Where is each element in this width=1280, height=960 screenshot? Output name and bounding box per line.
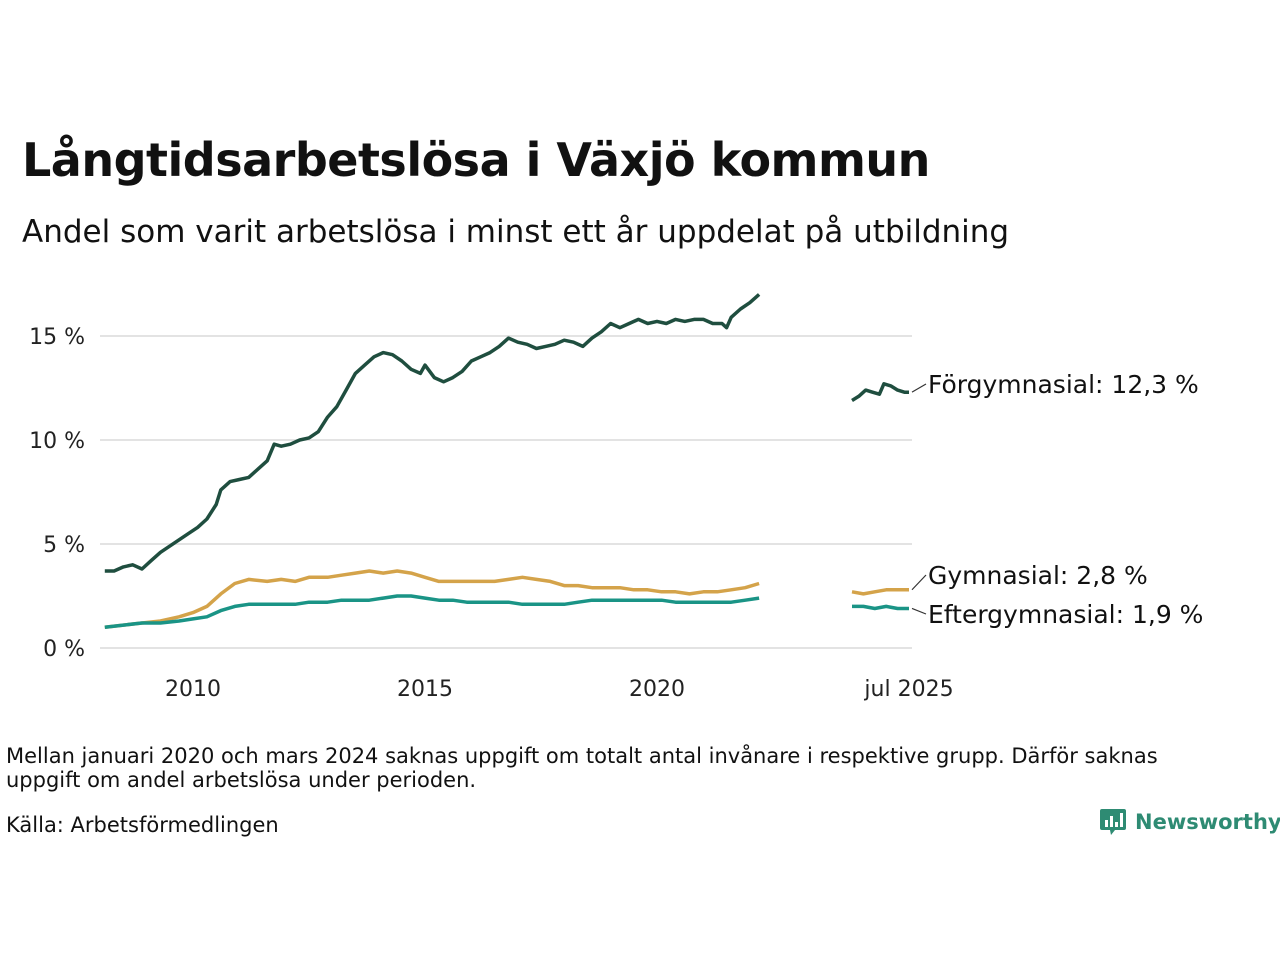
label-connector: [911, 574, 927, 591]
series-labels: Förgymnasial: 12,3 % Gymnasial: 2,8 % Efte…: [911, 370, 1203, 629]
brand-name: Newsworthy: [1135, 810, 1280, 834]
y-tick-label: 15 %: [29, 325, 85, 350]
y-tick-label: 0 %: [43, 637, 85, 662]
label-connector: [911, 607, 927, 615]
series-line-recent-eftergymnasial: [852, 604, 909, 611]
y-axis: 0 % 5 % 10 % 15 %: [29, 325, 85, 662]
y-tick-label: 10 %: [29, 429, 85, 454]
series-line-recent-gymnasial: [851, 588, 909, 596]
chart-subtitle: Andel som varit arbetslösa i minst ett å…: [22, 214, 1010, 250]
x-axis: 2010 2015 2020 jul 2025: [165, 677, 954, 702]
label-connector: [911, 383, 927, 393]
series-line-förgymnasial: [104, 293, 761, 573]
chart-title: Långtidsarbetslösa i Växjö kommun: [22, 133, 930, 187]
series-label-gymnasial: Gymnasial: 2,8 %: [928, 561, 1148, 590]
source-note: Källa: Arbetsförmedlingen: [6, 813, 279, 837]
x-tick-label: 2010: [165, 677, 221, 702]
x-tick-label: 2020: [629, 677, 685, 702]
grid-lines: [100, 335, 912, 649]
series-line-gymnasial: [104, 569, 760, 629]
y-tick-label: 5 %: [43, 533, 85, 558]
x-tick-label-recent: jul 2025: [863, 677, 953, 702]
series-label-förgymnasial: Förgymnasial: 12,3 %: [928, 370, 1199, 399]
x-tick-label: 2015: [397, 677, 453, 702]
bar-chart-icon: [1100, 809, 1126, 835]
series-line-recent-förgymnasial: [851, 382, 909, 402]
series-label-eftergymnasial: Eftergymnasial: 1,9 %: [928, 600, 1203, 629]
line-chart: 0 % 5 % 10 % 15 % 2010 2015 2020 jul 2025 Förg…: [29, 293, 1203, 702]
footnote: Mellan januari 2020 och mars 2024 saknas…: [6, 744, 1158, 792]
series-lines: [104, 293, 909, 629]
newsworthy-logo: Newsworthy: [1099, 807, 1280, 837]
series-line-eftergymnasial: [104, 594, 760, 629]
